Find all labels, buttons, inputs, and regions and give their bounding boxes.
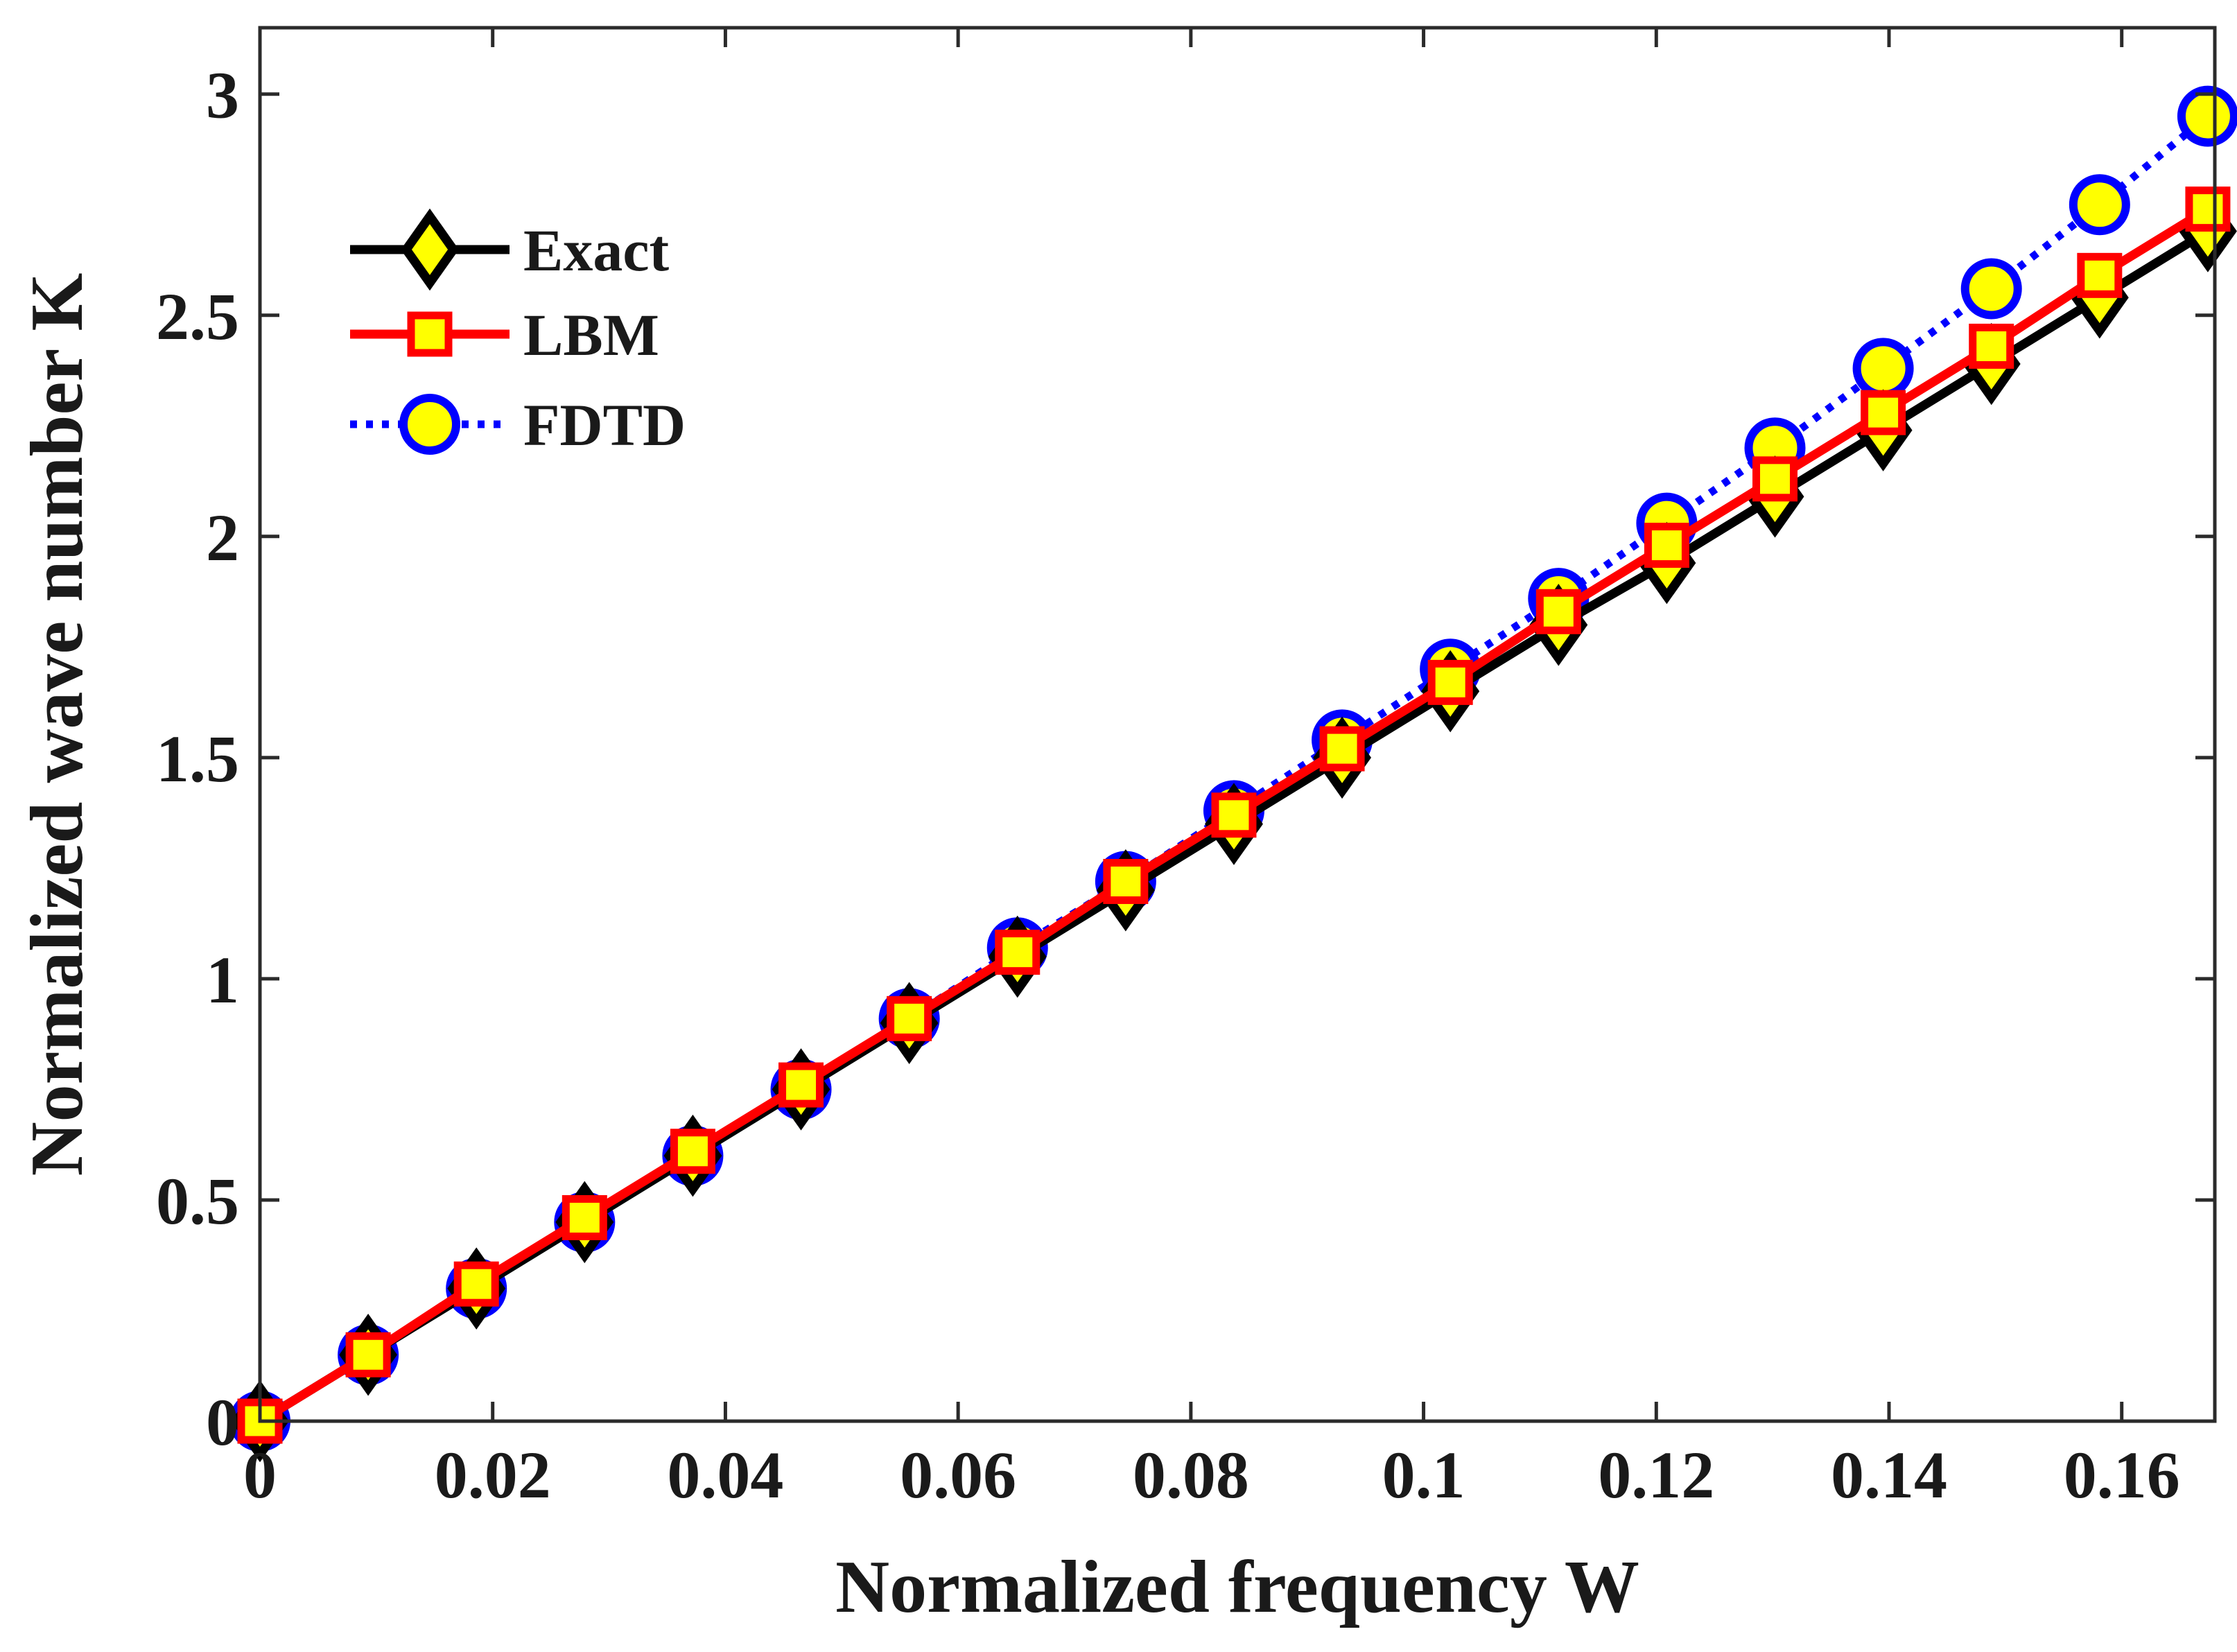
data-point-fdtd xyxy=(2177,85,2237,147)
data-point-lbm xyxy=(1861,390,1906,435)
y-tick-label: 1 xyxy=(206,943,239,1017)
x-tick-label: 0 xyxy=(243,1438,277,1512)
legend-label: Exact xyxy=(523,217,670,284)
x-tick-label: 0.16 xyxy=(2064,1438,2180,1512)
plot-frame xyxy=(258,26,2217,1423)
data-point-lbm xyxy=(1211,792,1257,838)
data-point-fdtd xyxy=(1960,258,2022,320)
data-point-lbm xyxy=(778,1062,824,1108)
x-tick-label: 0.14 xyxy=(1831,1438,1947,1512)
x-tick-label: 0.04 xyxy=(667,1438,783,1512)
legend-marker xyxy=(399,394,460,455)
legend-marker xyxy=(407,311,453,357)
data-point-lbm xyxy=(1103,859,1149,905)
x-axis-title: Normalized frequency W xyxy=(835,1546,1639,1628)
x-tick-label: 0.02 xyxy=(435,1438,551,1512)
x-tick-label: 0.1 xyxy=(1382,1438,1465,1512)
data-point-lbm xyxy=(1644,523,1689,568)
legend-item-lbm: LBM xyxy=(350,302,659,368)
data-point-lbm xyxy=(1752,456,1798,502)
legend-label: LBM xyxy=(523,302,659,368)
data-point-fdtd xyxy=(1852,338,1914,399)
series-lbm xyxy=(237,186,2231,1444)
data-point-lbm xyxy=(670,1129,715,1174)
legend-item-fdtd: FDTD xyxy=(350,392,686,458)
y-tick-label: 2.5 xyxy=(156,279,239,354)
data-point-lbm xyxy=(2185,186,2231,232)
y-tick-label: 0.5 xyxy=(156,1164,239,1238)
data-point-lbm xyxy=(1969,323,2014,369)
data-point-lbm xyxy=(1427,659,1473,705)
data-point-lbm xyxy=(1535,589,1581,634)
data-point-lbm xyxy=(1319,726,1365,772)
y-tick-label: 2 xyxy=(206,501,239,575)
x-tick-label: 0.12 xyxy=(1598,1438,1714,1512)
data-point-lbm xyxy=(2077,252,2123,298)
x-tick-label: 0.06 xyxy=(900,1438,1016,1512)
legend-item-exact: Exact xyxy=(350,208,670,291)
tick-layer: 0 0.02 0.04 0.06 0.08 0.1 0.12 0.14 0.16 0 0.5 1 1.5… xyxy=(156,28,2215,1512)
y-axis-title: Normalized wave number K xyxy=(16,273,98,1176)
series-layer xyxy=(229,85,2237,1463)
data-point-lbm xyxy=(453,1261,499,1307)
legend: Exact LBM FDTD xyxy=(350,208,686,458)
data-point-lbm xyxy=(995,930,1041,975)
data-point-lbm xyxy=(562,1194,607,1240)
x-tick-label: 0.08 xyxy=(1133,1438,1249,1512)
y-tick-label: 3 xyxy=(206,58,239,132)
data-point-fdtd xyxy=(2069,174,2130,236)
y-tick-label: 1.5 xyxy=(156,722,239,796)
legend-marker xyxy=(401,208,459,291)
legend-label: FDTD xyxy=(523,392,686,458)
data-point-lbm xyxy=(345,1332,391,1377)
data-point-lbm xyxy=(887,995,932,1041)
y-tick-label: 0 xyxy=(206,1385,239,1459)
